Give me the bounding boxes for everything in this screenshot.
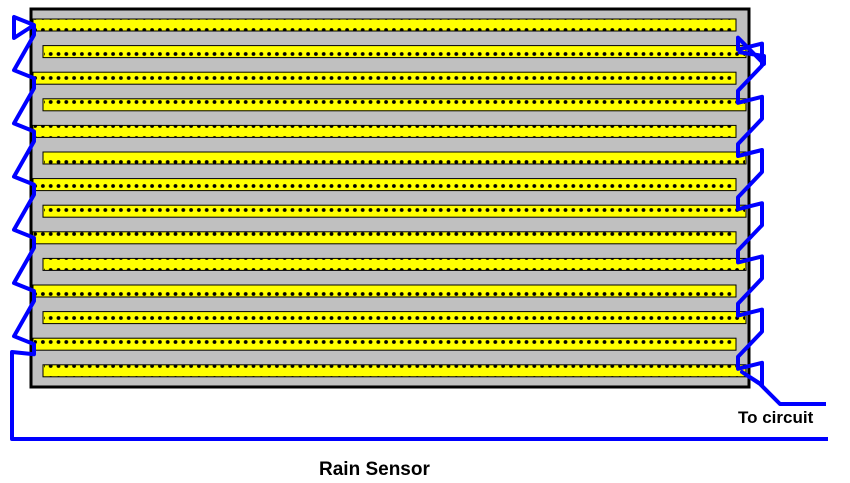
strip-dots xyxy=(34,178,735,191)
right-wire xyxy=(736,35,826,406)
strip-dots xyxy=(44,152,745,164)
strip-dots xyxy=(34,338,735,351)
strip-dots xyxy=(34,285,735,297)
to-circuit-label: To circuit xyxy=(738,408,814,427)
strip-dots xyxy=(34,72,735,85)
left-wire xyxy=(10,15,828,441)
strip-dots xyxy=(44,98,745,111)
sensor-board xyxy=(29,7,751,389)
strip-dots xyxy=(44,311,745,324)
strip-dots xyxy=(44,45,745,58)
strip-dots xyxy=(34,125,735,138)
diagram-caption: Rain Sensor xyxy=(319,459,430,480)
strip-dots xyxy=(44,364,745,377)
strip-dots xyxy=(44,258,745,271)
strip-dots xyxy=(34,231,735,244)
strip-dots xyxy=(34,19,735,31)
conductive-strips xyxy=(32,18,747,378)
strip-dots xyxy=(44,205,745,218)
